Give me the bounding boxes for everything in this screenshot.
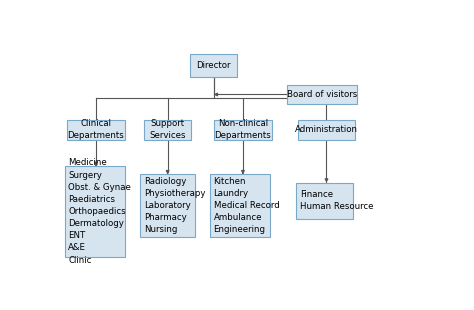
FancyBboxPatch shape [65,166,125,257]
Text: Support
Services: Support Services [149,119,186,140]
FancyBboxPatch shape [287,85,357,104]
FancyBboxPatch shape [296,183,353,219]
Text: Finance
Human Resource: Finance Human Resource [300,190,374,211]
Text: Administration: Administration [295,125,358,134]
FancyBboxPatch shape [190,54,237,77]
Text: Clinical
Departments: Clinical Departments [68,119,124,140]
Text: Director: Director [196,61,231,70]
FancyBboxPatch shape [298,120,355,140]
Text: Kitchen
Laundry
Medical Record
Ambulance
Engineering: Kitchen Laundry Medical Record Ambulance… [213,177,279,234]
FancyBboxPatch shape [213,120,272,140]
Text: Board of visitors: Board of visitors [287,90,357,99]
FancyBboxPatch shape [210,175,271,237]
FancyBboxPatch shape [144,120,191,140]
Text: Radiology
Physiotherapy
Laboratory
Pharmacy
Nursing: Radiology Physiotherapy Laboratory Pharm… [144,177,205,234]
Text: Non-clinical
Departments: Non-clinical Departments [215,119,271,140]
FancyBboxPatch shape [140,175,195,237]
Text: Medicine
Surgery
Obst. & Gynae
Paediatrics
Orthopaedics
Dermatology
ENT
A&E
Clin: Medicine Surgery Obst. & Gynae Paediatri… [68,158,131,264]
FancyBboxPatch shape [66,120,125,140]
